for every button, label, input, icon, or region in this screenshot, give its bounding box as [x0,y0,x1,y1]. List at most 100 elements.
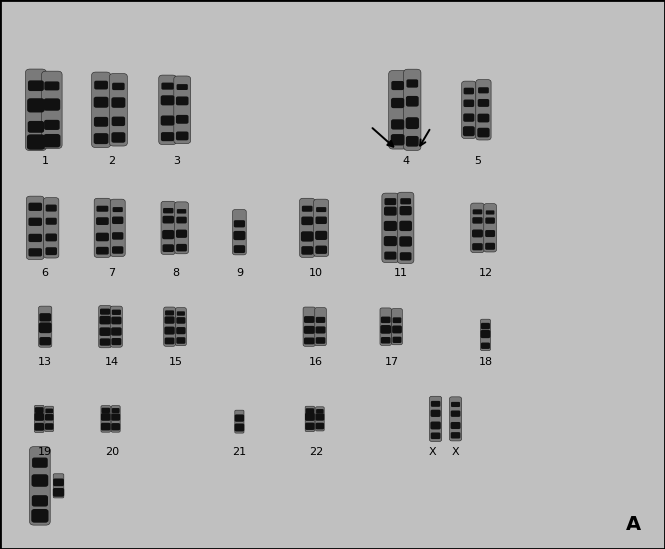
FancyBboxPatch shape [303,307,315,346]
FancyBboxPatch shape [35,407,44,413]
FancyBboxPatch shape [235,414,244,422]
FancyBboxPatch shape [159,75,176,144]
FancyBboxPatch shape [392,317,402,323]
FancyBboxPatch shape [481,343,490,349]
FancyBboxPatch shape [384,206,397,216]
FancyBboxPatch shape [161,96,174,105]
FancyBboxPatch shape [176,327,186,334]
FancyBboxPatch shape [399,221,412,231]
Text: 17: 17 [385,357,400,367]
FancyBboxPatch shape [163,208,174,214]
FancyBboxPatch shape [391,81,404,90]
Text: 14: 14 [104,357,119,367]
FancyBboxPatch shape [43,98,61,111]
FancyBboxPatch shape [45,81,59,91]
FancyBboxPatch shape [112,132,126,143]
FancyBboxPatch shape [315,245,327,254]
FancyBboxPatch shape [35,423,44,431]
FancyBboxPatch shape [400,198,411,204]
FancyBboxPatch shape [305,423,315,430]
FancyBboxPatch shape [94,133,108,144]
FancyBboxPatch shape [392,326,402,333]
FancyBboxPatch shape [477,114,489,122]
FancyBboxPatch shape [161,115,174,126]
Text: 6: 6 [42,268,49,278]
FancyBboxPatch shape [96,206,108,212]
Text: 10: 10 [309,268,323,278]
FancyBboxPatch shape [380,325,391,334]
FancyBboxPatch shape [35,413,44,421]
Text: 18: 18 [478,357,493,367]
FancyBboxPatch shape [431,433,440,439]
FancyBboxPatch shape [234,220,245,227]
FancyBboxPatch shape [100,338,110,346]
FancyBboxPatch shape [451,422,460,429]
FancyBboxPatch shape [381,317,390,323]
FancyBboxPatch shape [233,245,245,253]
FancyBboxPatch shape [235,410,244,433]
Text: 1: 1 [42,156,49,166]
FancyBboxPatch shape [94,117,108,127]
FancyBboxPatch shape [485,230,495,237]
FancyBboxPatch shape [176,337,186,344]
FancyBboxPatch shape [112,247,124,254]
FancyBboxPatch shape [27,135,45,150]
FancyBboxPatch shape [100,309,110,315]
FancyBboxPatch shape [176,97,188,105]
Text: 9: 9 [236,268,243,278]
FancyBboxPatch shape [451,402,460,407]
FancyBboxPatch shape [35,405,44,433]
Text: 13: 13 [38,357,53,367]
FancyBboxPatch shape [32,495,48,507]
FancyBboxPatch shape [27,98,45,113]
Text: 12: 12 [478,268,493,278]
FancyBboxPatch shape [101,413,110,421]
FancyBboxPatch shape [400,252,412,260]
FancyBboxPatch shape [384,221,397,231]
FancyBboxPatch shape [112,232,124,240]
FancyBboxPatch shape [111,327,122,335]
FancyBboxPatch shape [43,198,59,258]
FancyBboxPatch shape [102,408,110,413]
FancyBboxPatch shape [464,99,474,107]
FancyBboxPatch shape [315,407,325,431]
FancyBboxPatch shape [46,218,57,225]
Text: 20: 20 [104,447,119,457]
FancyBboxPatch shape [162,216,174,223]
FancyBboxPatch shape [481,330,490,338]
FancyBboxPatch shape [161,201,176,254]
FancyBboxPatch shape [315,231,327,240]
Text: 5: 5 [474,156,481,166]
FancyBboxPatch shape [481,323,490,329]
FancyBboxPatch shape [478,87,489,93]
Text: 15: 15 [169,357,184,367]
FancyBboxPatch shape [304,338,315,344]
FancyBboxPatch shape [39,313,51,322]
Text: 11: 11 [393,268,408,278]
FancyBboxPatch shape [176,307,186,346]
FancyBboxPatch shape [164,307,176,346]
Text: 22: 22 [309,447,323,457]
FancyBboxPatch shape [177,311,185,316]
FancyBboxPatch shape [380,308,392,345]
FancyBboxPatch shape [29,234,42,242]
FancyBboxPatch shape [462,81,476,138]
FancyBboxPatch shape [392,309,402,345]
FancyBboxPatch shape [382,193,399,262]
FancyBboxPatch shape [464,114,474,122]
Text: 7: 7 [108,268,115,278]
Text: A: A [626,514,640,534]
FancyBboxPatch shape [316,207,327,212]
FancyBboxPatch shape [430,422,441,429]
FancyBboxPatch shape [301,231,314,242]
FancyBboxPatch shape [316,317,325,323]
FancyBboxPatch shape [111,338,122,345]
FancyBboxPatch shape [315,413,325,421]
FancyBboxPatch shape [25,69,47,150]
FancyBboxPatch shape [472,229,483,237]
Text: 8: 8 [173,268,180,278]
FancyBboxPatch shape [384,236,397,246]
FancyBboxPatch shape [162,230,174,239]
FancyBboxPatch shape [96,247,109,255]
FancyBboxPatch shape [301,216,313,225]
